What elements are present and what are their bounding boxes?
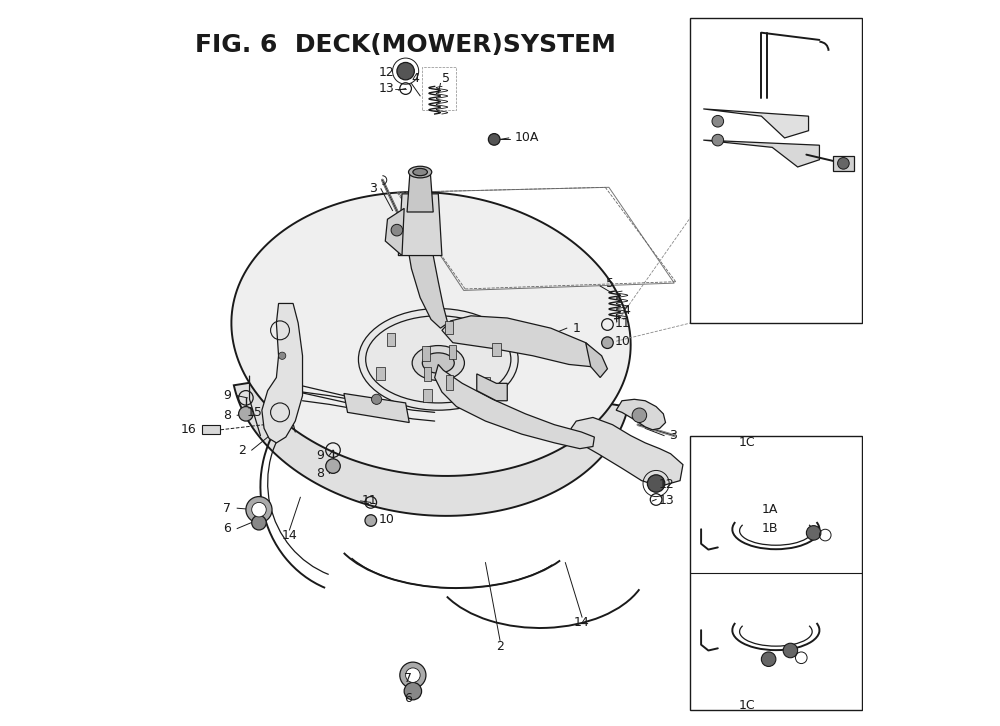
Text: 1C: 1C [739, 699, 755, 712]
Polygon shape [616, 399, 666, 430]
Text: 3: 3 [369, 182, 377, 195]
Text: 1: 1 [573, 322, 580, 335]
Polygon shape [586, 343, 607, 378]
Text: FIG. 6  DECK(MOWER)SYSTEM: FIG. 6 DECK(MOWER)SYSTEM [195, 33, 616, 57]
Circle shape [404, 682, 422, 700]
Text: 14: 14 [574, 616, 590, 629]
Text: 5: 5 [606, 277, 614, 290]
Text: 8: 8 [316, 467, 324, 480]
Bar [423, 389, 432, 402]
Bar [833, 156, 854, 171]
Text: 2: 2 [238, 444, 246, 457]
Bar [202, 425, 220, 434]
Circle shape [838, 158, 849, 169]
Bar [376, 367, 385, 380]
Bar [449, 345, 456, 359]
Ellipse shape [412, 346, 464, 380]
Ellipse shape [413, 168, 427, 176]
Text: 2: 2 [496, 640, 504, 653]
Text: 6: 6 [404, 692, 412, 705]
Text: 7: 7 [404, 672, 412, 685]
Text: 11: 11 [362, 494, 378, 507]
Polygon shape [406, 218, 448, 328]
Text: 10: 10 [379, 513, 395, 526]
Text: 12: 12 [378, 66, 394, 79]
Circle shape [326, 459, 340, 473]
Text: 7: 7 [223, 502, 231, 515]
Text: 1A: 1A [762, 503, 778, 516]
Circle shape [602, 337, 613, 348]
Text: 1B: 1B [762, 522, 778, 535]
Bar [387, 333, 395, 346]
Circle shape [712, 134, 724, 146]
Text: 1C: 1C [739, 436, 755, 449]
Circle shape [712, 115, 724, 127]
Circle shape [406, 668, 420, 682]
Text: 3: 3 [669, 429, 677, 442]
Text: 8: 8 [223, 409, 231, 422]
Text: 15: 15 [247, 406, 263, 419]
Circle shape [246, 497, 272, 523]
Circle shape [783, 643, 798, 658]
Text: 4: 4 [411, 72, 419, 85]
Text: 11: 11 [615, 317, 630, 330]
Text: 13: 13 [378, 82, 394, 95]
Text: 9: 9 [224, 389, 231, 402]
Circle shape [252, 502, 266, 517]
Polygon shape [703, 140, 819, 167]
Polygon shape [703, 109, 809, 138]
Circle shape [252, 515, 266, 530]
Circle shape [365, 515, 377, 526]
Text: 16: 16 [181, 423, 197, 436]
Text: 5: 5 [442, 72, 450, 85]
Polygon shape [571, 417, 683, 486]
Polygon shape [477, 374, 507, 401]
Polygon shape [344, 393, 409, 423]
Text: 13: 13 [658, 494, 674, 507]
Text: 4: 4 [622, 304, 630, 317]
Bar [445, 321, 453, 334]
Polygon shape [385, 208, 404, 256]
Ellipse shape [409, 166, 432, 178]
Polygon shape [407, 172, 433, 212]
Bar [422, 346, 430, 361]
Bar [690, 436, 862, 710]
Text: 10A: 10A [515, 131, 539, 144]
Polygon shape [398, 194, 442, 256]
Circle shape [279, 352, 286, 359]
Bar [481, 378, 490, 391]
Polygon shape [262, 303, 303, 443]
Text: 6: 6 [224, 522, 231, 535]
Bar [424, 367, 431, 381]
Ellipse shape [422, 353, 454, 373]
Circle shape [371, 394, 382, 404]
Circle shape [806, 526, 821, 540]
Bar [492, 343, 501, 356]
Bar [446, 375, 453, 390]
Circle shape [632, 408, 647, 423]
Circle shape [239, 407, 253, 421]
Circle shape [397, 62, 414, 80]
Polygon shape [442, 316, 602, 367]
Ellipse shape [358, 309, 518, 410]
Circle shape [647, 475, 665, 492]
Text: 10: 10 [615, 335, 631, 348]
Polygon shape [234, 322, 628, 516]
Text: 12: 12 [658, 478, 674, 492]
Text: 9: 9 [316, 449, 324, 462]
Circle shape [400, 662, 426, 688]
Circle shape [391, 224, 403, 236]
Circle shape [488, 134, 500, 145]
Text: 14: 14 [282, 529, 297, 542]
Polygon shape [435, 364, 594, 449]
Circle shape [761, 652, 776, 666]
Bar [690, 18, 862, 323]
Polygon shape [231, 192, 631, 476]
